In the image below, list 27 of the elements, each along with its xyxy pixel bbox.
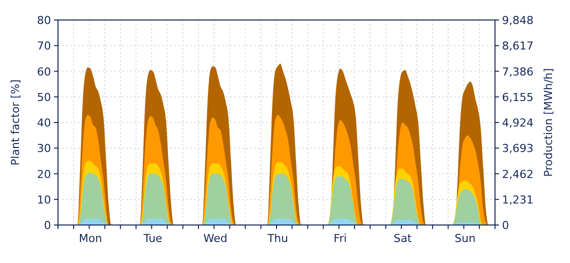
x-tick-label: Thu: [266, 232, 288, 245]
y2-tick-label: 4,924: [502, 116, 534, 130]
y2-tick-label: 3,693: [502, 142, 534, 156]
x-tick-label: Fri: [334, 232, 347, 245]
y2-tick-label: 6,155: [502, 90, 534, 104]
x-tick-label: Tue: [142, 232, 163, 245]
y2-axis-title: Production [MWh/h]: [542, 68, 555, 177]
y-tick-label: 80: [37, 14, 51, 27]
y-tick-label: 20: [37, 168, 51, 181]
x-tick-label: Sun: [454, 232, 476, 245]
y2-tick-label: 7,386: [502, 65, 534, 78]
y-tick-label: 30: [37, 142, 51, 156]
x-tick-label: Sat: [394, 232, 412, 245]
y-tick-label: 70: [37, 40, 51, 53]
y-tick-label: 0: [44, 219, 51, 232]
y2-tick-label: 8,617: [502, 40, 534, 53]
y2-tick-label: 2,462: [502, 168, 534, 181]
y2-tick-label: 1,231: [502, 193, 534, 206]
y2-tick-label: 0: [502, 219, 509, 232]
y-tick-label: 40: [37, 116, 51, 130]
y2-tick-label: 9,848: [502, 14, 534, 27]
x-tick-label: Mon: [78, 232, 102, 245]
x-tick-label: Wed: [203, 232, 228, 245]
y-tick-label: 50: [37, 90, 51, 104]
y-tick-label: 60: [37, 65, 51, 78]
y-tick-label: 10: [37, 193, 51, 206]
y-axis-title: Plant factor [%]: [9, 80, 22, 166]
